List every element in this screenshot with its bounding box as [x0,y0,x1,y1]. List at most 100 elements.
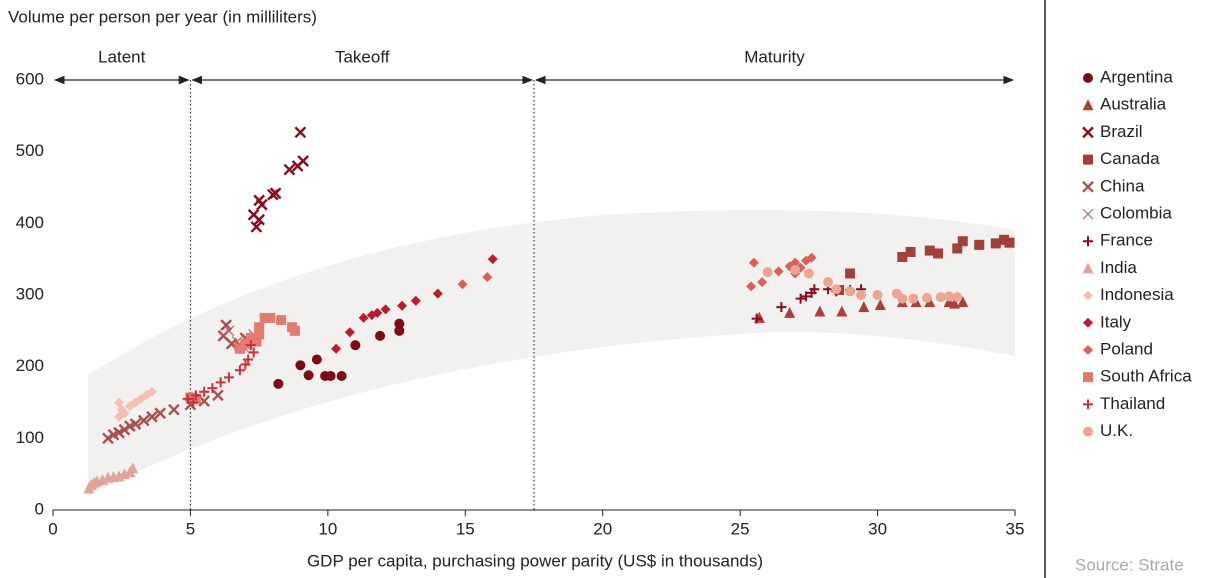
point [243,354,254,365]
legend-label: Thailand [1100,394,1165,413]
legend-marker [1083,399,1093,410]
legend-label: U.K. [1100,421,1133,440]
point [223,325,235,337]
point [215,377,226,388]
point [795,293,806,304]
legend-label: Argentina [1100,67,1173,86]
point [185,392,196,403]
legend-marker [1083,372,1093,383]
point [394,318,405,329]
point [482,272,493,283]
point [234,365,245,376]
point [146,386,157,397]
point [350,340,361,351]
point [823,277,834,288]
source: Source: Strate [1075,555,1184,574]
point [256,198,268,211]
point [190,390,201,401]
point [858,301,870,313]
legend-label: Brazil [1100,122,1143,141]
point [127,462,139,474]
point [273,378,284,389]
legend-label: China [1100,176,1145,195]
point [784,306,796,318]
point [245,340,256,351]
point [113,397,124,408]
point [897,293,908,304]
point [119,408,130,419]
point [253,213,265,226]
point [375,330,386,341]
point [924,245,935,256]
x-tick-label: 0 [48,519,57,538]
legend-marker [1083,345,1093,355]
legend-label: Italy [1100,312,1132,331]
legend-marker [1082,180,1094,193]
point [294,126,307,139]
point [254,322,265,333]
point [331,343,342,354]
point [168,403,180,416]
point [297,155,309,167]
point [154,407,167,420]
point [289,325,300,336]
legend: Argentina Australia Brazil Canada China Colom… [1082,67,1192,440]
legend-label: France [1100,231,1153,250]
point [251,336,262,347]
point [935,292,946,303]
point [897,252,908,263]
point [118,423,131,436]
y-tick-label: 0 [35,499,44,518]
point [748,257,759,268]
point [952,243,963,254]
point [380,304,391,315]
point [259,312,270,323]
point [344,327,355,338]
point [234,343,245,354]
point [146,410,158,423]
y-tick-label: 400 [16,213,44,232]
x-tick-label: 30 [868,519,887,538]
point [957,296,969,308]
point [957,236,968,247]
point [212,389,224,402]
phase-label: Takeoff [335,47,390,66]
point [831,284,842,295]
x-tick-label: 20 [593,519,612,538]
point [908,293,919,304]
point [248,347,259,358]
point [990,238,1001,249]
point [102,432,114,445]
point [240,338,251,349]
trend-band [88,210,1015,496]
legend-label: Indonesia [1100,285,1174,304]
point [790,264,801,275]
point [265,312,276,323]
x-tick-label: 5 [186,519,195,538]
point [856,290,867,300]
point [199,386,210,397]
legend-marker [1082,208,1094,220]
legend-marker [1083,290,1093,301]
point [836,305,848,317]
point [254,329,265,340]
point [757,277,768,288]
point [845,268,856,279]
legend-label: South Africa [1100,367,1192,386]
legend-label: Australia [1100,95,1167,114]
x-tick-label: 10 [318,519,337,538]
point [250,221,263,233]
x-tick-label: 25 [731,519,750,538]
point [776,302,787,313]
point [269,187,282,200]
y-tick-label: 100 [16,428,44,447]
legend-marker [1083,236,1093,247]
point [410,295,421,306]
point [245,333,256,343]
y-tick-label: 300 [16,284,44,303]
point [1004,237,1015,248]
phase-label: Latent [98,47,146,66]
point [751,313,762,324]
